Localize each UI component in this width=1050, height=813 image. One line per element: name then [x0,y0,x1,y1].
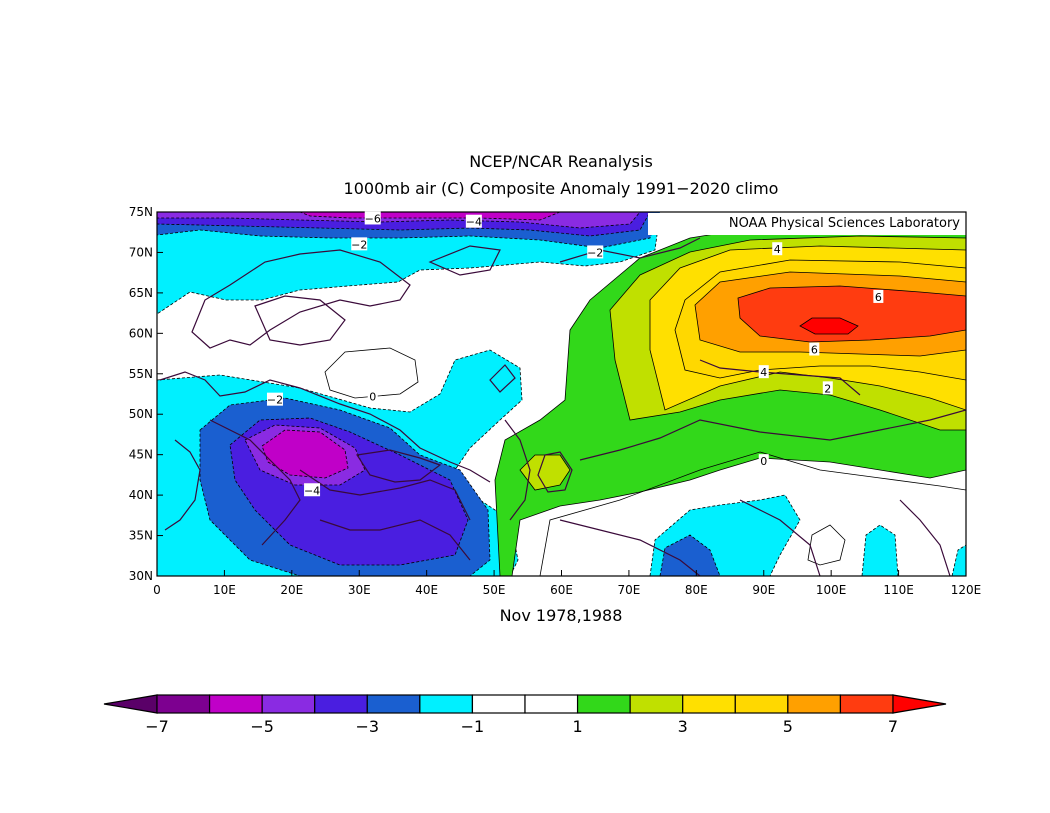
anomaly-field [157,212,966,576]
contour-label: −2 [351,238,367,251]
colorbar-swatch [629,694,684,714]
colorbar-label: 7 [888,717,898,736]
colorbar-swatch [839,694,894,714]
credit-box [648,213,966,235]
colorbar-swatch [156,694,211,714]
lon-tick-label: 30E [348,583,371,597]
colorbar-high-arrow [892,694,947,714]
lon-tick-label: 40E [415,583,438,597]
contour-label-bg [873,289,884,303]
colorbar-swatch [734,694,789,714]
contour-label-bg [266,392,283,406]
cold-anomaly-core [261,429,349,479]
colorbar: −7 −5 −3 −1 1 3 5 7 [103,694,947,736]
colorbar-label: −5 [250,717,274,736]
colorbar-label: 5 [783,717,793,736]
cold-anomaly-south-blue [659,534,721,576]
warm-anomaly-6 [737,285,966,343]
cold-anomaly-west-edge [951,544,966,576]
contour-labels: −6 −4 −2 −2 4 6 6 4 2 0 −2 −4 0 [266,211,884,497]
period-label: Nov 1978,1988 [500,606,623,625]
colorbar-swatch [419,694,474,714]
contour-label-bg [772,242,783,256]
lon-tick-label: 80E [685,583,708,597]
lon-tick-label: 10E [213,583,236,597]
colorbar-swatch [682,694,736,714]
lat-tick-label: 30N [129,569,153,583]
figure-subtitle: 1000mb air (C) Composite Anomaly 1991−20… [344,179,779,198]
zero-contour-south-ring [807,524,846,566]
colorbar-swatch [314,694,368,714]
contour-label-bg [587,245,604,259]
lat-tick-label: 40N [129,488,153,502]
zero-contour-east [539,451,966,576]
colorbar-swatch [366,694,421,714]
colorbar-swatch [208,694,263,714]
figure-title: NCEP/NCAR Reanalysis [469,152,653,171]
lat-tick-label: 70N [129,245,153,259]
lon-tick-label: 120E [951,583,982,597]
lat-tick-label: 35N [129,529,153,543]
colorbar-swatch [261,694,316,714]
lat-tick-label: 45N [129,448,153,462]
lat-tick-label: 75N [129,205,153,219]
contour-label: 2 [824,382,831,395]
lon-tick-label: 60E [550,583,573,597]
lon-tick-label: 70E [617,583,640,597]
contour-label-bg [465,214,482,228]
lon-tick-label: 0 [153,583,161,597]
colorbar-low-arrow [103,694,158,714]
contour-label: 4 [760,366,767,379]
contour-label-bg [367,389,378,403]
lon-tick-label: 100E [816,583,847,597]
colorbar-label: −3 [355,717,379,736]
colorbar-swatch [576,694,631,714]
colorbar-swatch [471,694,526,714]
zero-contour-ring [324,347,419,399]
latitude-axis: 30N 35N 40N 45N 50N 55N 60N 65N 70N 75N [129,205,163,583]
lon-tick-label: 110E [883,583,914,597]
colorbar-swatch [787,694,842,714]
contour-label: −2 [267,394,283,407]
lat-tick-label: 65N [129,286,153,300]
contour-label: 4 [774,243,781,256]
contour-label: 0 [369,390,376,403]
cold-anomaly-east [861,524,899,576]
colorbar-label: −1 [461,717,485,736]
contour-label: 6 [811,344,818,357]
contour-label-bg [364,211,381,225]
contour-label-bg [809,342,820,356]
contour-label: −2 [587,246,603,259]
contour-label: −6 [365,212,381,225]
warm-anomaly-7 [799,317,859,335]
colorbar-swatch [524,694,579,714]
contour-label-bg [758,365,769,379]
colorbar-label: 1 [572,717,582,736]
contour-label: −4 [304,484,320,497]
longitude-axis: 0 10E 20E 30E 40E 50E 60E 70E 80E 90E 100E 110E 120E [153,570,981,597]
lon-tick-label: 50E [483,583,506,597]
contour-label: 6 [875,291,882,304]
colorbar-label: 3 [678,717,688,736]
contour-label: −4 [466,216,482,229]
lon-tick-label: 90E [752,583,775,597]
contour-label: 0 [760,455,767,468]
warm-anomaly-2b [519,454,571,491]
lat-tick-label: 55N [129,367,153,381]
contour-label-bg [351,237,368,251]
credit-text: NOAA Physical Sciences Laboratory [729,216,960,231]
coastlines [159,237,966,576]
contour-label-bg [822,381,833,395]
lat-tick-label: 60N [129,326,153,340]
contour-label-bg [758,454,769,468]
lat-tick-label: 50N [129,407,153,421]
colorbar-label: −7 [145,717,169,736]
lon-tick-label: 20E [280,583,303,597]
contour-label-bg [304,483,321,497]
